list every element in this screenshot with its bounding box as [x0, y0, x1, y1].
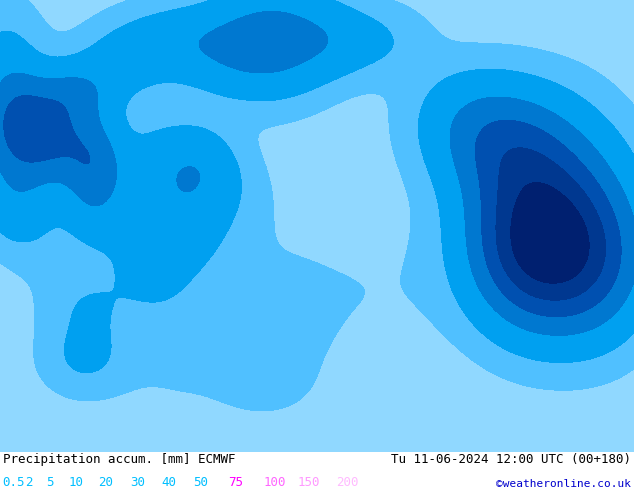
Text: 150: 150 — [298, 476, 320, 489]
Text: Tu 11-06-2024 12:00 UTC (00+180): Tu 11-06-2024 12:00 UTC (00+180) — [391, 453, 631, 466]
Text: 20: 20 — [98, 476, 113, 489]
Text: 75: 75 — [228, 476, 243, 489]
Text: 0.5: 0.5 — [3, 476, 25, 489]
Text: 200: 200 — [336, 476, 358, 489]
Text: 5: 5 — [46, 476, 53, 489]
Text: 50: 50 — [193, 476, 209, 489]
Text: ©weatheronline.co.uk: ©weatheronline.co.uk — [496, 479, 631, 489]
Text: Precipitation accum. [mm] ECMWF: Precipitation accum. [mm] ECMWF — [3, 453, 235, 466]
Text: 100: 100 — [263, 476, 285, 489]
Text: 30: 30 — [130, 476, 145, 489]
Text: 10: 10 — [68, 476, 84, 489]
Text: 2: 2 — [25, 476, 33, 489]
Text: 40: 40 — [162, 476, 177, 489]
